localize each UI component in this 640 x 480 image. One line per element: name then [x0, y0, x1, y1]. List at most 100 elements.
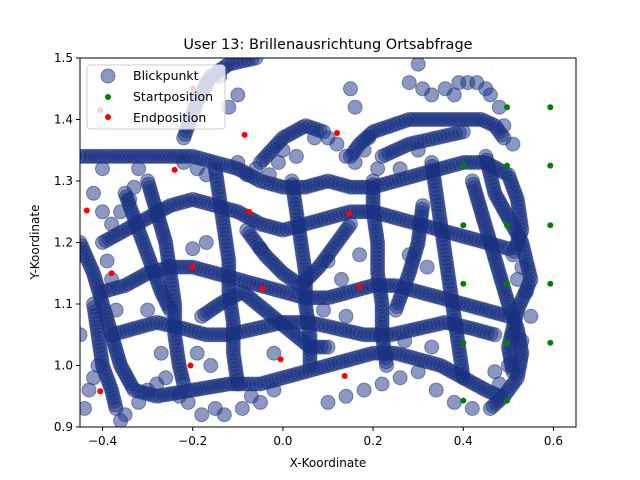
end-point	[334, 130, 340, 136]
gaze-point	[176, 155, 192, 170]
gaze-point	[248, 58, 264, 66]
start-point	[460, 162, 467, 169]
gaze-point	[266, 382, 282, 398]
y-axis-label: Y-Koordinate	[28, 205, 42, 281]
x-tick-label: 0.4	[454, 434, 473, 448]
gaze-point	[80, 401, 92, 416]
gaze-point	[162, 302, 178, 318]
start-point	[547, 222, 554, 229]
end-point	[341, 373, 348, 379]
gaze-point	[401, 75, 417, 91]
gaze-point	[131, 161, 147, 177]
gaze-point	[329, 136, 345, 152]
y-tick-label: 1.3	[54, 174, 73, 188]
gaze-point	[505, 136, 521, 152]
end-point	[246, 208, 253, 215]
gaze-point	[500, 358, 516, 373]
start-point	[504, 397, 510, 404]
gaze-point	[392, 370, 408, 386]
gaze-point	[487, 364, 503, 380]
x-tick-label: −0.4	[88, 434, 117, 448]
gaze-point	[428, 382, 444, 398]
gaze-point	[410, 142, 426, 158]
start-point	[504, 222, 510, 229]
y-tick-label: 1.1	[54, 297, 73, 311]
gaze-point	[374, 376, 390, 392]
gaze-point	[446, 394, 462, 410]
gaze-point	[352, 247, 368, 263]
y-tick-label: 1.2	[54, 236, 73, 250]
legend-marker-endposition	[105, 114, 111, 120]
start-point	[504, 339, 510, 346]
gaze-point	[126, 179, 142, 195]
gaze-point	[266, 345, 282, 361]
gaze-point	[203, 358, 219, 373]
gaze-point	[361, 130, 377, 146]
gaze-point	[307, 130, 322, 146]
gaze-point	[113, 204, 129, 220]
end-point	[97, 388, 104, 395]
gaze-point	[180, 394, 196, 410]
y-tick-label: 1.4	[54, 113, 73, 127]
end-point	[171, 166, 178, 173]
gaze-point	[482, 87, 498, 103]
gaze-point	[424, 339, 440, 355]
x-axis-ticks: −0.4 −0.2 0.0 0.2 0.4 0.6	[88, 427, 563, 448]
gaze-point	[338, 308, 354, 324]
y-axis-ticks: 0.9 1.0 1.1 1.2 1.3 1.4 1.5	[54, 51, 80, 434]
start-point	[504, 104, 510, 111]
gaze-point	[216, 407, 232, 423]
gaze-point	[288, 148, 304, 164]
gaze-point	[514, 333, 530, 349]
gaze-point	[370, 161, 386, 177]
start-point	[504, 162, 510, 169]
x-tick-label: 0.6	[544, 434, 563, 448]
gaze-point	[230, 87, 246, 103]
gaze-point	[320, 339, 336, 355]
gaze-point	[198, 235, 214, 250]
gaze-point	[410, 364, 426, 380]
gaze-point	[95, 161, 110, 177]
gaze-point	[496, 118, 512, 134]
gaze-point	[320, 253, 336, 269]
gaze-point	[248, 161, 264, 177]
gaze-point	[410, 58, 426, 72]
legend-marker-startposition	[105, 94, 111, 100]
gaze-point	[500, 241, 516, 257]
gaze-point	[338, 388, 354, 404]
end-point	[259, 285, 266, 292]
x-tick-label: 0.2	[364, 434, 383, 448]
gaze-point	[379, 358, 395, 373]
start-point	[460, 280, 467, 287]
gaze-point	[464, 401, 480, 416]
end-point	[187, 362, 194, 369]
gaze-point	[415, 198, 431, 214]
gaze-point	[392, 161, 408, 177]
gaze-point	[108, 302, 124, 318]
gaze-point	[487, 327, 503, 343]
gaze-point	[401, 247, 417, 263]
gaze-point	[482, 401, 498, 416]
gaze-point	[252, 241, 268, 257]
legend-box	[86, 64, 226, 130]
end-point	[277, 356, 284, 363]
gaze-point	[415, 81, 431, 97]
legend-label-endposition: Endposition	[133, 110, 206, 125]
gaze-point	[518, 284, 534, 300]
gaze-point	[185, 241, 201, 257]
gaze-point	[275, 142, 291, 158]
gaze-point	[99, 253, 115, 269]
gaze-point	[230, 155, 246, 170]
gaze-point	[194, 407, 210, 423]
gaze-point	[230, 376, 246, 392]
legend-label-blickpunkt: Blickpunkt	[133, 68, 199, 83]
start-points-layer	[460, 104, 554, 404]
start-point	[460, 339, 467, 346]
start-point	[460, 222, 467, 229]
gaze-point	[158, 370, 174, 386]
gaze-point	[347, 99, 363, 115]
legend-marker-blickpunkt	[100, 68, 116, 84]
gaze-point	[140, 302, 156, 318]
end-point	[241, 131, 248, 138]
